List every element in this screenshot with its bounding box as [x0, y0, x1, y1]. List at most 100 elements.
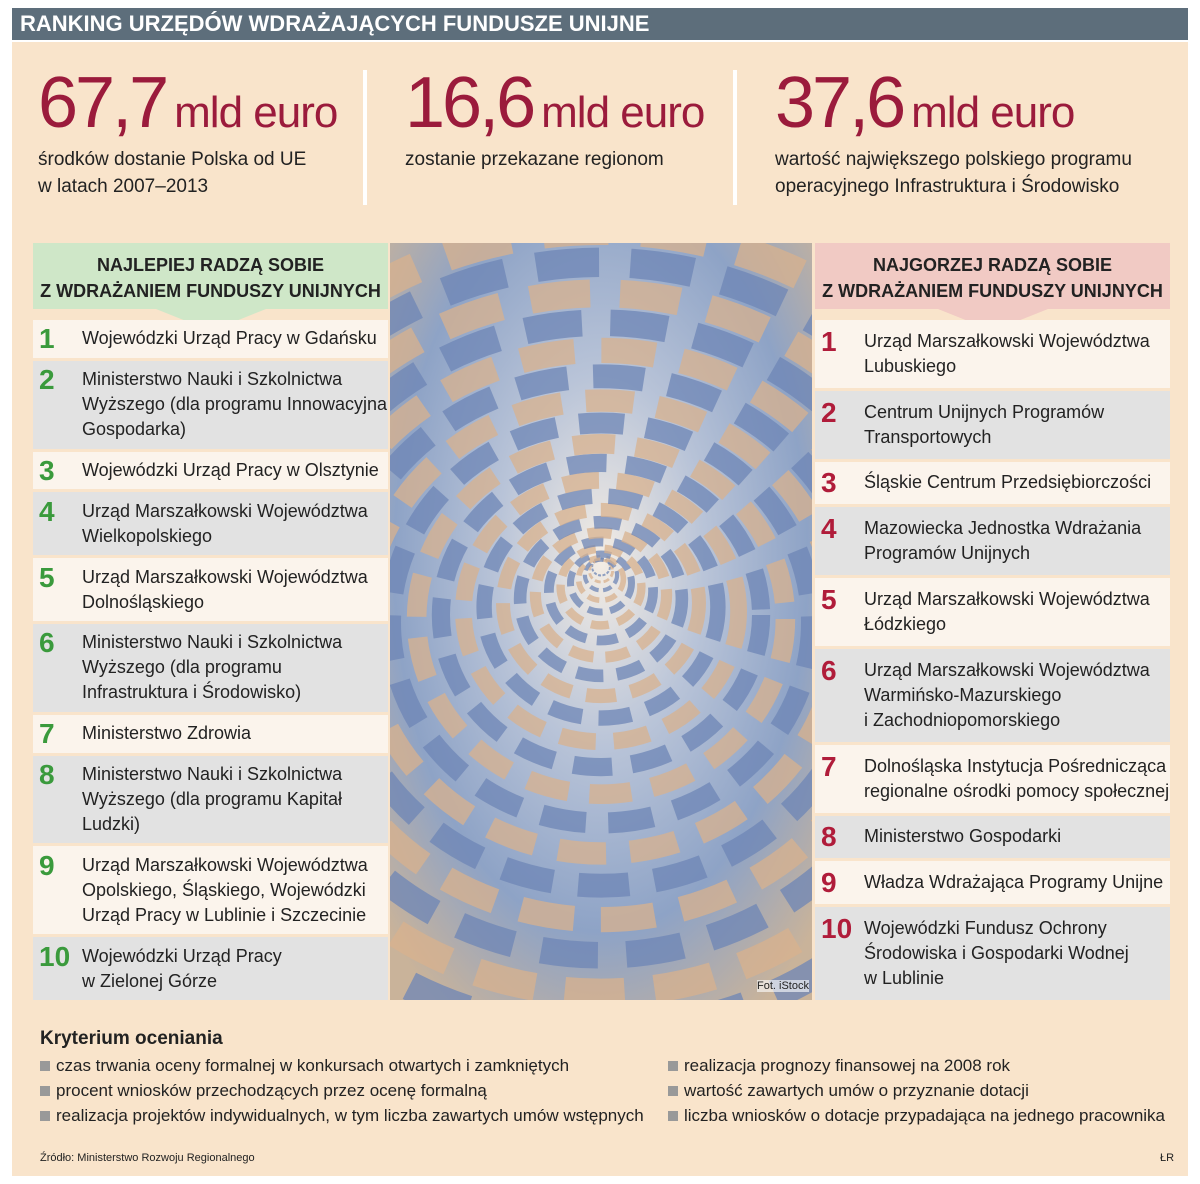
row-text: Gospodarka) [82, 419, 187, 440]
rank: 3 [821, 467, 837, 499]
criteria-text: realizacja projektów indywidualnych, w t… [56, 1106, 644, 1125]
row-text: Ministerstwo Nauki i Szkolnictwa [82, 632, 343, 653]
rank: 8 [821, 821, 837, 853]
ranking-row: 1 Wojewódzki Urząd Pracy w Gdańsku [33, 320, 388, 358]
stat-value: 16,6 mld euro [405, 62, 705, 144]
stat-unit: mld euro [911, 88, 1075, 137]
criteria-text: czas trwania oceny formalnej w konkursac… [56, 1056, 570, 1075]
rank: 2 [39, 364, 55, 396]
ranking-row: 9 Urząd Marszałkowski Województwa Opolskie… [33, 846, 388, 935]
ranking-row: 7 Ministerstwo Zdrowia [33, 714, 388, 753]
row-text: Wyższego (dla programu [82, 657, 282, 678]
row-text: Urząd Marszałkowski Województwa [864, 589, 1150, 610]
criteria-title: Kryterium oceniania [40, 1028, 223, 1049]
row-text: Władza Wdrażająca Programy Unijne [864, 872, 1164, 893]
rank: 2 [821, 396, 837, 428]
photo-ring [431, 453, 771, 777]
ranking-row: 5 Urząd Marszałkowski Województwa Łódzkieg… [815, 578, 1170, 646]
panel-heading: Z WDRAŻANIEM FUNDUSZY UNIJNYCH [40, 281, 381, 301]
ranking-row: 4 Urząd Marszałkowski Województwa Wielkopo… [33, 492, 388, 556]
row-text: Śląskie Centrum Przedsiębiorczości [864, 472, 1152, 493]
stat-unit: mld euro [174, 88, 338, 137]
criteria-text: procent wniosków przechodzących przez oc… [56, 1081, 487, 1100]
stat-value: 37,6 mld euro [775, 62, 1075, 144]
ranking-row: 9 Władza Wdrażająca Programy Unijne [815, 861, 1170, 905]
photo-ring [513, 515, 689, 683]
panel-header [33, 243, 388, 309]
photo-ring [496, 502, 706, 704]
ranking-row: 3 Śląskie Centrum Przedsiębiorczości [815, 461, 1170, 505]
row-text: Ludzki) [82, 813, 141, 834]
rank: 9 [821, 867, 837, 899]
row-text: Transportowych [864, 426, 992, 447]
row-text: Urząd Marszałkowski Województwa [864, 330, 1150, 351]
rank: 4 [821, 513, 837, 545]
stat-number: 37,6 [775, 63, 906, 143]
stat-desc: w latach 2007–2013 [38, 176, 209, 197]
ranking-row: 8 Ministerstwo Gospodarki [815, 815, 1170, 859]
photo-ring [476, 488, 726, 726]
photo-ring [390, 412, 812, 834]
row-text: Lubuskiego [864, 355, 957, 376]
row-text: Mazowiecka Jednostka Wdrażania [864, 518, 1142, 539]
row-text: Urząd Marszałkowski Województwa [864, 659, 1150, 680]
panel-heading: NAJGORZEJ RADZĄ SOBIE [872, 255, 1113, 275]
criteria-item: realizacja projektów indywidualnych, w t… [40, 1106, 644, 1126]
row-text: Wielkopolskiego [82, 525, 213, 546]
stat-unit: mld euro [541, 88, 705, 137]
row-text: Urząd Pracy w Lublinie i Szczecinie [82, 904, 367, 925]
row-text: Wojewódzki Urząd Pracy w Gdańsku [82, 328, 377, 349]
criteria-item: procent wniosków przechodzących przez oc… [40, 1081, 487, 1101]
stat-desc: zostanie przekazane regionom [405, 149, 664, 170]
criteria-text: wartość zawartych umów o przyznanie dota… [684, 1081, 1029, 1100]
panel-heading: NAJLEPIEJ RADZĄ SOBIE [96, 255, 325, 275]
row-text: Urząd Marszałkowski Województwa [82, 566, 368, 587]
ranking-row: 5 Urząd Marszałkowski Województwa Dolnoślą… [33, 558, 388, 621]
row-text: w Lublinie [864, 968, 945, 989]
stat-desc: operacyjnego Infrastruktura i Środowisko [775, 176, 1120, 197]
author: ŁR [1160, 1152, 1175, 1164]
rank: 7 [821, 750, 837, 782]
ranking-row: 6 Ministerstwo Nauki i Szkolnictwa Wyższeg… [33, 624, 388, 712]
photo-ring [556, 544, 646, 630]
criteria-item: realizacja prognozy finansowej na 2008 r… [668, 1056, 1010, 1076]
photo-ring [390, 279, 812, 1000]
photo-ring [582, 557, 620, 593]
stat-number: 67,7 [38, 63, 169, 143]
criteria-item: wartość zawartych umów o przyznanie dota… [668, 1081, 1029, 1101]
row-text: Dolnośląskiego [82, 591, 205, 612]
stat-value: 67,7 mld euro [38, 62, 338, 144]
source: Źródło: Ministerstwo Rozwoju Regionalneg… [40, 1152, 255, 1164]
row-text: Infrastruktura i Środowisko) [82, 682, 302, 703]
ranking-row: 3 Wojewódzki Urząd Pracy w Olsztynie [33, 451, 388, 490]
photo-ring [390, 389, 812, 865]
row-text: Warmińsko-Mazurskiego [864, 684, 1062, 705]
ranking-row: 10 Wojewódzki Fundusz Ochrony Środowiska i… [815, 907, 1170, 1000]
row-text: Środowiska i Gospodarki Wodnej [864, 943, 1129, 964]
photo-ring [406, 434, 796, 804]
ranking-row: 4 Mazowiecka Jednostka Wdrażania Programów… [815, 507, 1170, 576]
bullet [668, 1086, 678, 1096]
bullet [668, 1111, 678, 1121]
row-text: Wojewódzki Urząd Pracy [82, 945, 282, 966]
stat-desc: środków dostanie Polska od UE [38, 149, 307, 170]
title: RANKING URZĘDÓW WDRAŻAJĄCYCH FUNDUSZE UN… [12, 8, 1188, 40]
bullet [40, 1061, 50, 1071]
ranking-row: 2 Centrum Unijnych Programów Transportowyc… [815, 390, 1170, 459]
row-text: regionalne ośrodki pomocy społecznej [864, 780, 1170, 801]
row-text: Ministerstwo Nauki i Szkolnictwa [82, 763, 343, 784]
row-text: Wyższego (dla programu Innowacyjna [82, 394, 387, 415]
separator [733, 70, 737, 205]
rank: 5 [39, 561, 55, 593]
ranking-row: 1 Urząd Marszałkowski Województwa Lubuskie… [815, 320, 1170, 388]
bullet [668, 1061, 678, 1071]
bullet [40, 1086, 50, 1096]
ranking-row: 8 Ministerstwo Nauki i Szkolnictwa Wyższeg… [33, 755, 388, 844]
photo-ring [543, 536, 658, 646]
ranking-row: 7 Dolnośląska Instytucja Pośrednicząca reg… [815, 744, 1170, 813]
row-text: Dolnośląska Instytucja Pośrednicząca [864, 755, 1167, 776]
criteria-item: czas trwania oceny formalnej w konkursac… [40, 1056, 569, 1076]
rank: 4 [39, 495, 55, 527]
row-text: Wyższego (dla programu Kapitał [82, 788, 342, 809]
